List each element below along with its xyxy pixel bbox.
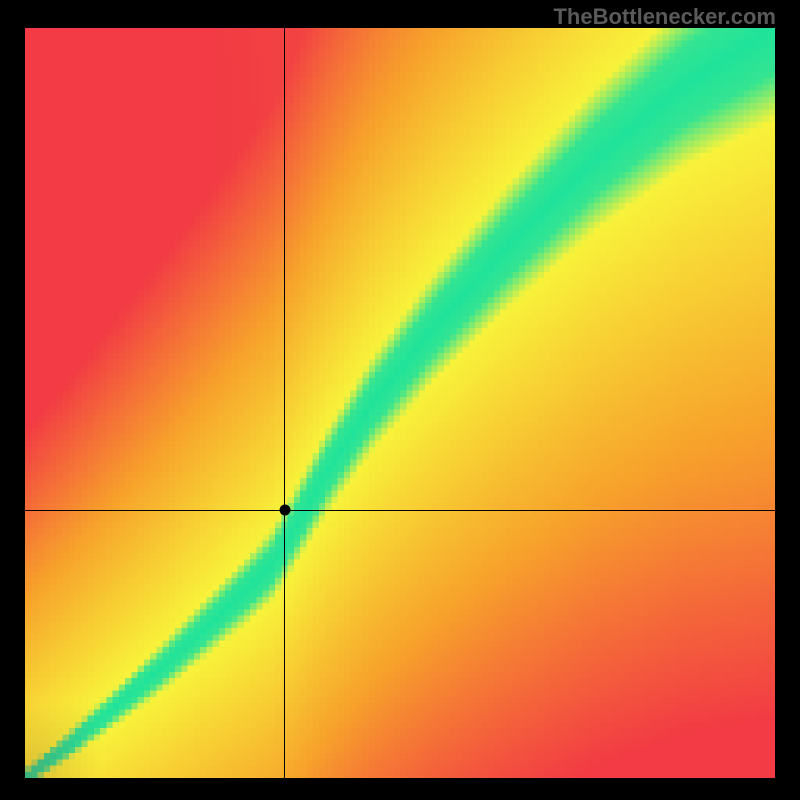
bottleneck-heatmap	[25, 28, 775, 778]
crosshair-vertical	[284, 28, 285, 778]
data-point-marker	[279, 505, 290, 516]
chart-container: TheBottlenecker.com	[0, 0, 800, 800]
watermark-label: TheBottlenecker.com	[553, 4, 776, 30]
crosshair-horizontal	[25, 510, 775, 511]
